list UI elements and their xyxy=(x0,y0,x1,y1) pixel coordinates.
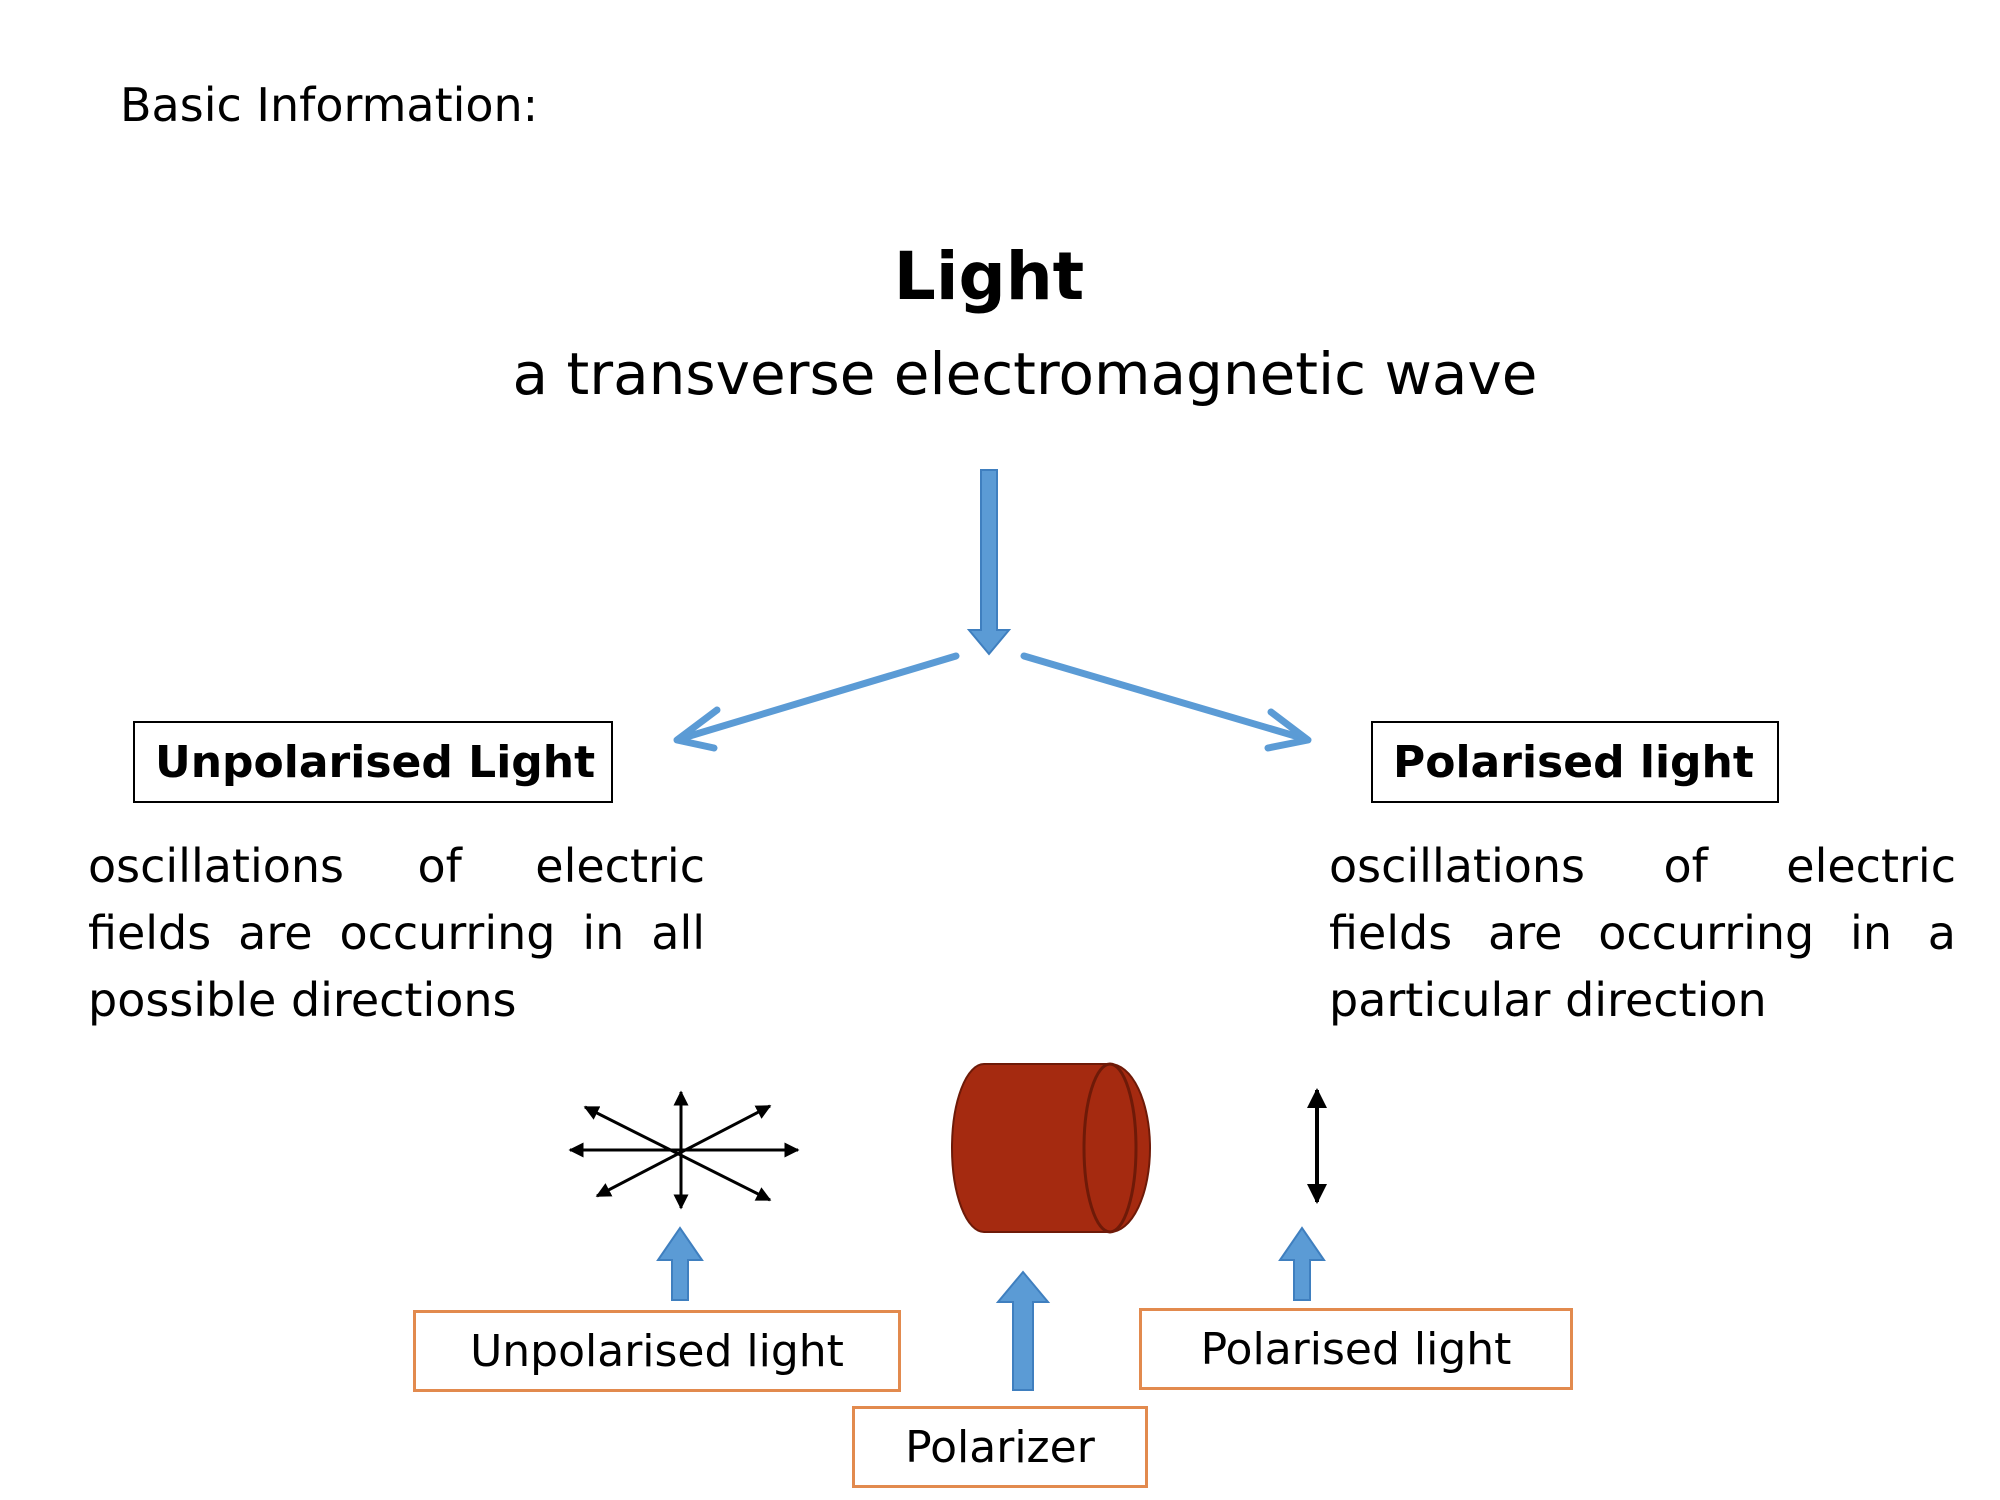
up-arrow-polarised xyxy=(1278,1226,1326,1301)
polarizer-caption: Polarizer xyxy=(852,1406,1148,1488)
polarised-light-label: Polarised light xyxy=(1393,736,1754,788)
down-arrow-shape xyxy=(966,469,1012,656)
unpolarised-light-caption: Unpolarised light xyxy=(413,1310,901,1392)
unpolarised-oscillation-icon xyxy=(568,1090,800,1210)
up-arrow-unpolarised xyxy=(656,1226,704,1301)
unpolarised-light-caption-text: Unpolarised light xyxy=(470,1325,844,1377)
diagram-subtitle: a transverse electromagnetic wave xyxy=(512,340,1538,408)
up-arrow-polarizer xyxy=(995,1270,1051,1391)
polarised-light-box: Polarised light xyxy=(1371,721,1779,803)
diagram-title: Light xyxy=(893,238,1085,315)
left-branch-arrow xyxy=(673,652,960,752)
polarised-description: oscillations of electric fields are occu… xyxy=(1329,839,1956,1027)
unpolarised-light-label: Unpolarised Light xyxy=(155,736,596,788)
unpolarised-light-box: Unpolarised Light xyxy=(133,721,613,803)
polarizer-caption-text: Polarizer xyxy=(905,1421,1095,1473)
unpolarised-description: oscillations of electric fields are occu… xyxy=(88,839,705,1027)
polarised-light-caption: Polarised light xyxy=(1139,1308,1573,1390)
down-arrow xyxy=(966,469,1012,656)
section-heading: Basic Information: xyxy=(120,78,539,132)
polarizer-cylinder-icon xyxy=(951,1062,1151,1234)
polarised-light-caption-text: Polarised light xyxy=(1200,1323,1512,1375)
right-branch-arrow xyxy=(1020,652,1312,752)
